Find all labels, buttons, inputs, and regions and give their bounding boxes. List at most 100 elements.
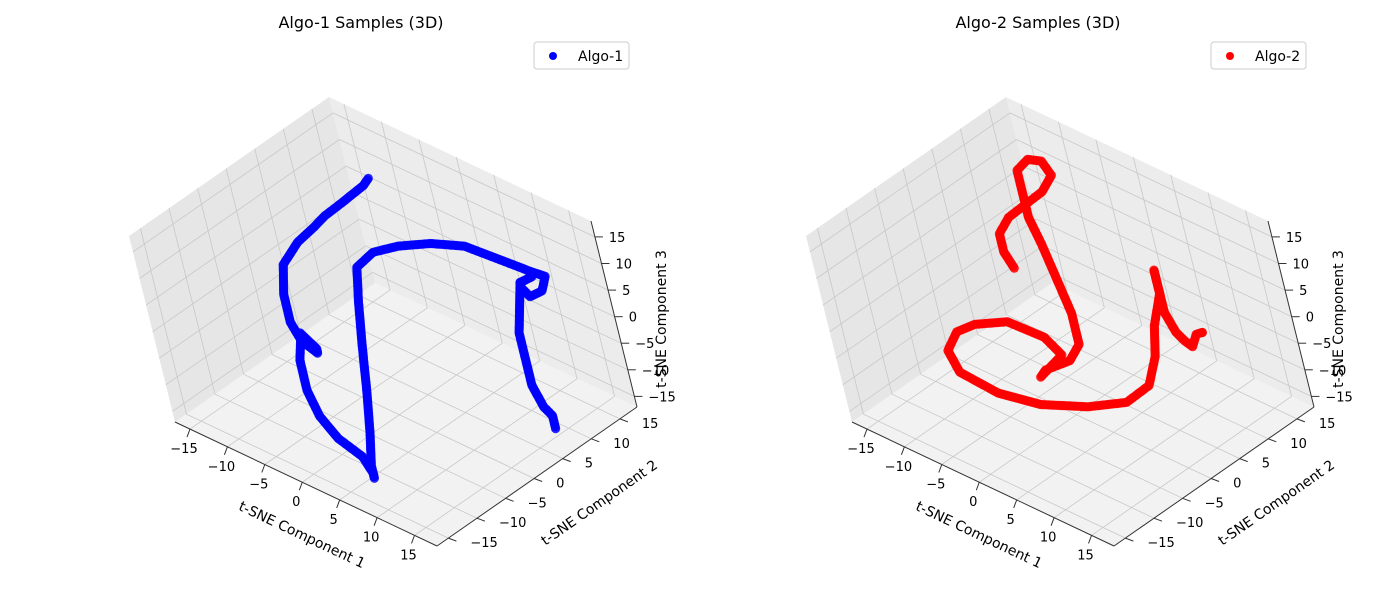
x-tick-label: 15 <box>1077 548 1094 563</box>
grid-line-y <box>225 168 273 355</box>
x-tick-mark <box>373 517 378 526</box>
y-tick-mark <box>1268 438 1277 443</box>
y-tick-mark <box>448 537 457 542</box>
grid-line-z <box>158 218 360 359</box>
z-tick-label: −5 <box>1312 337 1331 352</box>
x-tick-label: −5 <box>249 478 268 493</box>
x-tick-mark <box>298 482 303 491</box>
grid-lines <box>132 104 635 539</box>
y-tick-mark <box>533 478 543 482</box>
y-tick-label: −15 <box>470 536 497 551</box>
x-axis-line <box>851 421 1115 547</box>
grid-line-y <box>300 334 563 459</box>
x-tick-label: −5 <box>926 478 945 493</box>
y-tick-mark <box>1239 458 1248 463</box>
grid-line-x <box>1245 210 1292 397</box>
y-tick-label: 15 <box>642 417 659 432</box>
y-tick-mark <box>1125 537 1134 542</box>
x-tick-mark <box>1050 517 1055 526</box>
grid-line-x <box>1020 104 1068 291</box>
y-axis-line <box>436 406 638 547</box>
y-tick-mark <box>1210 478 1220 482</box>
grid-lines <box>809 104 1312 539</box>
x-tick-mark <box>863 428 868 438</box>
z-axis-line <box>590 220 638 408</box>
z-tick-label: 0 <box>629 311 637 326</box>
grid-line-x <box>979 342 1180 483</box>
grid-line-z <box>359 218 622 344</box>
y-tick-label: −10 <box>499 516 526 531</box>
z-axis-label: t-SNE Component 3 <box>1331 250 1347 388</box>
z-tick-label: −15 <box>1325 390 1352 405</box>
y-tick-mark <box>562 458 571 463</box>
y-tick-mark <box>1153 517 1163 522</box>
grid-line-z <box>172 272 373 412</box>
grid-line-y <box>357 294 621 420</box>
y-tick-mark <box>505 497 514 502</box>
grid-line-z <box>829 192 1030 333</box>
grid-line-y <box>214 393 478 519</box>
z-tick-label: −10 <box>1319 364 1346 379</box>
x-tick-mark <box>336 499 341 509</box>
y-tick-label: 15 <box>1319 417 1336 432</box>
grid-line-y <box>920 373 1183 499</box>
y-tick-mark <box>1296 418 1306 423</box>
grid-line-x <box>941 325 1143 465</box>
x-tick-label: −10 <box>885 460 912 475</box>
grid-line-z <box>332 112 596 238</box>
grid-line-y <box>977 334 1240 459</box>
y-tick-label: 10 <box>1290 437 1307 452</box>
y-tick-mark <box>476 517 486 522</box>
y-tick-label: 5 <box>1262 457 1270 472</box>
grid-line-x <box>866 289 1068 430</box>
y-tick-label: −15 <box>1147 536 1174 551</box>
x-tick-mark <box>186 428 191 438</box>
grid-line-z <box>165 245 367 386</box>
grid-line-z <box>1016 139 1279 264</box>
grid-line-y <box>988 108 1036 295</box>
x-tick-mark <box>1088 535 1092 544</box>
side-pane <box>129 97 375 422</box>
grid-line-x <box>302 342 503 483</box>
grid-line-z <box>1029 192 1292 318</box>
grid-line-x <box>1170 174 1218 361</box>
legend-marker <box>1226 52 1234 60</box>
grid-line-z <box>1022 165 1286 291</box>
data-point <box>1009 263 1019 273</box>
y-tick-mark <box>1182 497 1191 502</box>
grid-line-x <box>1207 192 1255 379</box>
y-tick-label: 0 <box>1233 477 1241 492</box>
x-tick-mark <box>975 482 980 491</box>
tick-labels: −15−10−5051015−15−10−5051015−15−10−50510… <box>170 231 676 564</box>
grid-line-y <box>1034 294 1298 420</box>
x-tick-label: −15 <box>170 442 197 457</box>
x-tick-label: 5 <box>1007 513 1015 528</box>
grid-line-x <box>904 307 1105 448</box>
grid-line-z <box>365 245 628 371</box>
data-points <box>943 154 1207 412</box>
y-tick-mark <box>619 418 629 423</box>
grid-line-x <box>1095 139 1143 326</box>
grid-line-y <box>140 228 187 415</box>
grid-line-z <box>345 165 609 291</box>
x-tick-mark <box>223 446 228 455</box>
y-tick-label: 5 <box>585 457 593 472</box>
chart-title: Algo-2 Samples (3D) <box>955 13 1120 32</box>
x-tick-mark <box>900 446 905 455</box>
x-tick-label: 15 <box>400 548 417 563</box>
grid-line-z <box>1036 218 1299 344</box>
grid-line-x <box>343 104 391 291</box>
grid-line-x <box>414 396 615 536</box>
grid-line-y <box>271 354 535 479</box>
grid-line-y <box>1006 314 1269 440</box>
grid-line-z <box>132 112 334 253</box>
x-tick-label: 5 <box>330 513 338 528</box>
side-pane <box>806 97 1052 422</box>
grid-line-y <box>931 148 979 335</box>
grid-line-x <box>227 307 428 448</box>
y-tick-label: −5 <box>528 496 547 511</box>
floor-pane <box>852 283 1314 546</box>
y-tick-label: 10 <box>613 437 630 452</box>
legend: Algo-2 <box>1210 41 1307 70</box>
grid-line-z <box>1009 112 1273 238</box>
